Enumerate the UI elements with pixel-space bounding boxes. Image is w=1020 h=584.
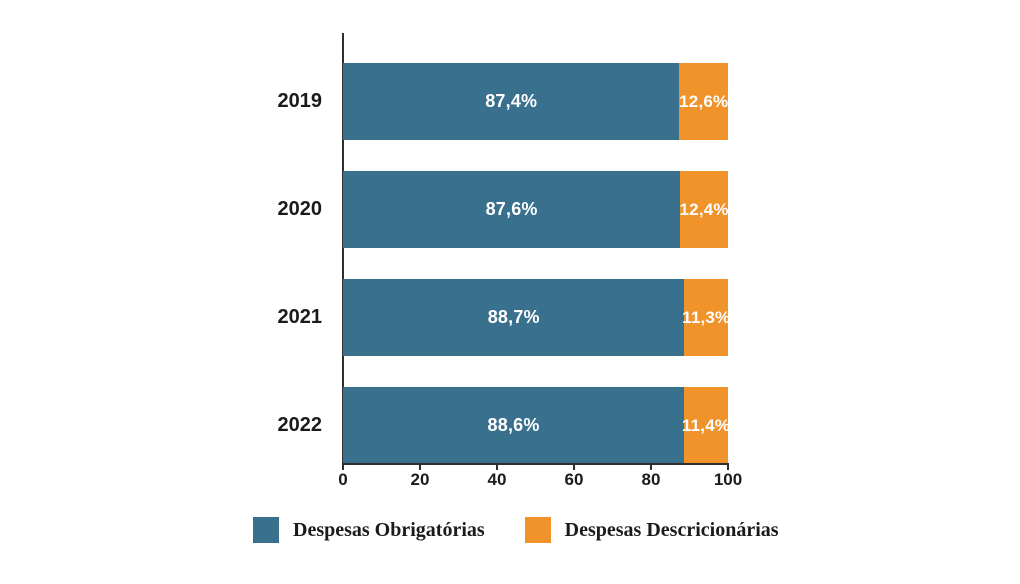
tick-mark bbox=[342, 465, 344, 470]
x-tick-label: 0 bbox=[338, 470, 348, 489]
x-axis: 0 20 40 60 80 100 bbox=[338, 463, 742, 493]
bar-value-label: 11,3% bbox=[682, 307, 731, 327]
bar-value-label: 12,4% bbox=[679, 199, 729, 219]
y-tick-label-2019: 2019 bbox=[277, 90, 323, 112]
bar-segment-descricionarias-2021: 11,3% bbox=[682, 279, 731, 356]
tick-mark bbox=[419, 465, 421, 470]
legend-label: Despesas Obrigatórias bbox=[293, 518, 485, 541]
x-tick-label: 20 bbox=[410, 470, 430, 489]
x-tick-label: 60 bbox=[564, 470, 584, 489]
bar-segment-descricionarias-2020: 12,4% bbox=[679, 171, 729, 248]
legend-item-obrigatorias: Despesas Obrigatórias bbox=[253, 517, 485, 543]
bar-value-label: 12,6% bbox=[679, 91, 729, 111]
legend-label: Despesas Descricionárias bbox=[564, 518, 779, 541]
x-tick-label: 40 bbox=[487, 470, 507, 489]
bar-segment-descricionarias-2019: 12,6% bbox=[679, 63, 728, 140]
tick-mark bbox=[727, 465, 729, 470]
y-tick-label-2021: 2021 bbox=[277, 306, 323, 328]
bar-value-label: 87,4% bbox=[485, 91, 538, 111]
x-axis-line bbox=[342, 463, 729, 465]
bar-row-2021: 88,7% 11,3% bbox=[343, 279, 731, 356]
bar-row-2020: 87,6% 12,4% bbox=[343, 171, 729, 248]
tick-mark bbox=[650, 465, 652, 470]
legend-swatch-blue bbox=[253, 517, 279, 543]
x-tick-label: 80 bbox=[641, 470, 661, 489]
bar-segment-descricionarias-2022: 11,4% bbox=[681, 387, 731, 464]
legend: Despesas Obrigatórias Despesas Descricio… bbox=[253, 517, 779, 543]
y-tick-label-2020: 2020 bbox=[277, 198, 323, 220]
bar-value-label: 88,7% bbox=[487, 307, 540, 327]
bar-value-label: 11,4% bbox=[681, 415, 731, 435]
tick-mark bbox=[496, 465, 498, 470]
bar-segment-obrigatorias-2020: 87,6% bbox=[343, 171, 681, 248]
tick-mark bbox=[573, 465, 575, 470]
legend-swatch-orange bbox=[524, 517, 551, 543]
x-tick-label: 100 bbox=[713, 470, 743, 489]
bar-row-2019: 87,4% 12,6% bbox=[343, 63, 728, 140]
bar-row-2022: 88,6% 11,4% bbox=[343, 387, 731, 464]
bar-segment-obrigatorias-2021: 88,7% bbox=[343, 279, 685, 356]
y-axis-line bbox=[342, 33, 344, 465]
bar-value-label: 88,6% bbox=[487, 415, 540, 435]
bar-segment-obrigatorias-2022: 88,6% bbox=[343, 387, 685, 464]
bar-value-label: 87,6% bbox=[485, 199, 538, 219]
y-tick-label-2022: 2022 bbox=[277, 414, 323, 436]
legend-item-descricionarias: Despesas Descricionárias bbox=[524, 517, 779, 543]
plot-area: 87,4% 12,6% 87,6% 12,4% 88,7% 11,3% bbox=[343, 33, 731, 464]
bar-segment-obrigatorias-2019: 87,4% bbox=[343, 63, 680, 140]
